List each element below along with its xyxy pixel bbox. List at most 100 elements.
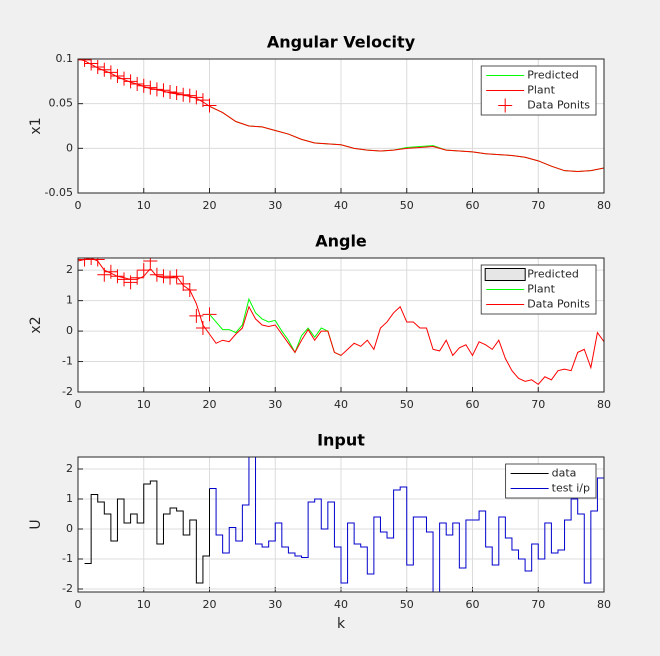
data-marker [176,87,191,102]
x-tick-label: 40 [334,398,348,411]
chart-title: Angular Velocity [267,33,416,52]
y-tick-label: 1 [66,492,73,505]
legend-label: Data Ponits [527,298,590,311]
data-marker [182,88,197,103]
legend-label: test i/p [552,482,590,495]
x-tick-label: 50 [400,199,414,212]
x-tick-label: 10 [137,398,151,411]
data-marker [189,90,204,105]
y-tick-label: -1 [62,552,73,565]
x-axis-label: k [337,616,346,632]
x-tick-label: 0 [75,598,82,611]
x-tick-label: 50 [400,598,414,611]
x-tick-label: 20 [203,199,217,212]
y-tick-label: -1 [62,355,73,368]
data-marker [130,77,145,92]
data-marker [202,98,217,113]
y-tick-label: 2 [66,462,73,475]
legend: data test i/p [505,463,597,499]
y-tick-label: 0 [66,522,73,535]
data-marker [110,68,125,83]
data-marker [169,85,184,100]
data-marker [123,74,138,89]
legend-label: Plant [527,84,555,97]
legend-label: Predicted [527,268,579,281]
legend: Predicted Plant Data Ponits [480,65,597,116]
plot-lines [84,457,604,592]
legend-label: data [552,467,577,480]
data-marker [195,93,210,108]
data-marker [136,78,151,93]
data-marker [90,258,105,267]
y-tick-label: 1 [66,294,73,307]
data-marker [143,80,158,95]
y-axis-label: U [28,519,44,529]
data-marker [163,85,178,100]
plot-lines [78,59,604,173]
axes-box [77,456,605,593]
legend-label: Predicted [527,69,579,82]
x-tick-label: 20 [203,398,217,411]
subplot: 0 10 20 30 40 50 60 70 80 -2 -1 0 1 2 Angle x2 Predicted… [28,232,611,412]
data-marker [103,65,118,80]
x-tick-label: 80 [597,199,611,212]
x-tick-label: 70 [531,398,545,411]
data-marker [84,258,99,265]
y-axis-label: x2 [28,316,44,333]
axes-box [77,257,605,393]
series-line [78,258,604,386]
data-marker [176,276,191,291]
x-tick-label: 10 [137,199,151,212]
x-tick-label: 80 [597,398,611,411]
series-stairs [84,480,210,584]
x-tick-label: 60 [466,598,480,611]
x-tick-label: 20 [203,598,217,611]
y-tick-label: 0 [66,324,73,337]
x-tick-label: 30 [268,199,282,212]
y-tick-label: -2 [62,582,73,595]
data-marker [189,308,204,323]
data-marker [149,82,164,97]
y-tick-label: -0.05 [45,186,73,199]
series-line [209,297,342,356]
x-tick-label: 30 [268,398,282,411]
subplot: 0 10 20 30 40 50 60 70 80 -2 -1 0 1 2 Input Uk data test … [28,431,611,633]
data-marker [143,258,158,269]
data-marker [97,62,112,77]
x-tick-label: 50 [400,398,414,411]
data-marker [84,59,99,71]
data-marker [78,59,92,67]
x-tick-label: 60 [466,398,480,411]
series-stairs [209,457,604,592]
x-tick-label: 40 [334,598,348,611]
y-tick-label: 0 [66,141,73,154]
x-tick-label: 0 [75,398,82,411]
y-axis-label: x1 [28,117,44,134]
legend-box [505,463,597,499]
chart-title: Input [317,431,365,450]
y-tick-label: 0.1 [56,52,74,65]
x-tick-label: 80 [597,598,611,611]
x-tick-label: 10 [137,598,151,611]
x-tick-label: 40 [334,199,348,212]
y-tick-label: 0.05 [49,97,74,110]
chart-title: Angle [315,232,367,251]
legend-label: Plant [527,283,555,296]
x-tick-label: 60 [466,199,480,212]
y-tick-label: -2 [62,385,73,398]
legend-swatch [484,268,526,281]
data-marker [90,60,105,75]
x-tick-label: 70 [531,199,545,212]
y-tick-label: 2 [66,263,73,276]
legend-label: Data Ponits [527,99,590,112]
data-marker [156,83,171,98]
x-tick-label: 30 [268,598,282,611]
data-marker [149,267,164,282]
x-tick-label: 0 [75,199,82,212]
plot-lines [78,258,604,386]
series-line [78,59,604,173]
legend: Predicted Plant Data Ponits [480,264,597,315]
